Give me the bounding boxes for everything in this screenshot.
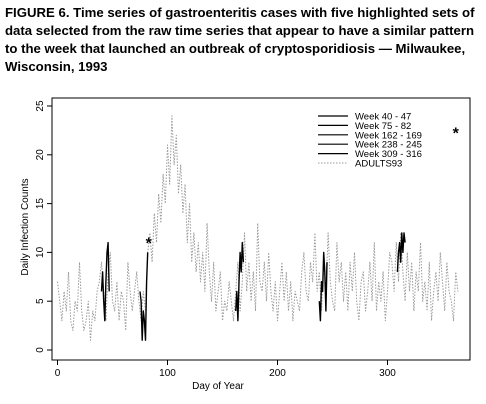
x-tick-label: 100 bbox=[159, 368, 176, 379]
series-line-week-4 bbox=[318, 251, 328, 322]
x-tick-label: 300 bbox=[379, 368, 396, 379]
legend-label: Week 75 - 82 bbox=[355, 121, 411, 132]
legend-label: Week 162 - 169 bbox=[355, 130, 422, 141]
y-tick-label: 25 bbox=[35, 100, 46, 112]
y-axis-label: Daily Infection Counts bbox=[20, 178, 31, 275]
y-tick-label: 20 bbox=[35, 149, 46, 161]
legend-label: ADULTS93 bbox=[355, 159, 402, 170]
series-line-adults93 bbox=[57, 115, 459, 341]
legend-label: Week 309 - 316 bbox=[355, 149, 422, 160]
series-line-week-5 bbox=[396, 232, 406, 272]
y-tick-label: 0 bbox=[35, 347, 46, 353]
asterisk-annotation: * bbox=[453, 125, 460, 142]
x-tick-label: 200 bbox=[269, 368, 286, 379]
series-line-week-1 bbox=[100, 241, 110, 322]
legend-label: Week 40 - 47 bbox=[355, 112, 411, 123]
series-line-week-2 bbox=[139, 252, 149, 341]
y-tick-label: 15 bbox=[35, 198, 46, 210]
y-tick-label: 10 bbox=[35, 246, 46, 258]
asterisk-annotation: * bbox=[146, 236, 153, 253]
series-line-week-3 bbox=[235, 241, 245, 322]
x-axis-label: Day of Year bbox=[192, 381, 244, 392]
plot-frame bbox=[51, 97, 471, 361]
y-tick-label: 5 bbox=[35, 298, 46, 304]
x-tick-label: 0 bbox=[55, 368, 61, 379]
legend-label: Week 238 - 245 bbox=[355, 140, 422, 151]
figure-caption: FIGURE 6. Time series of gastroenteritis… bbox=[5, 5, 475, 74]
